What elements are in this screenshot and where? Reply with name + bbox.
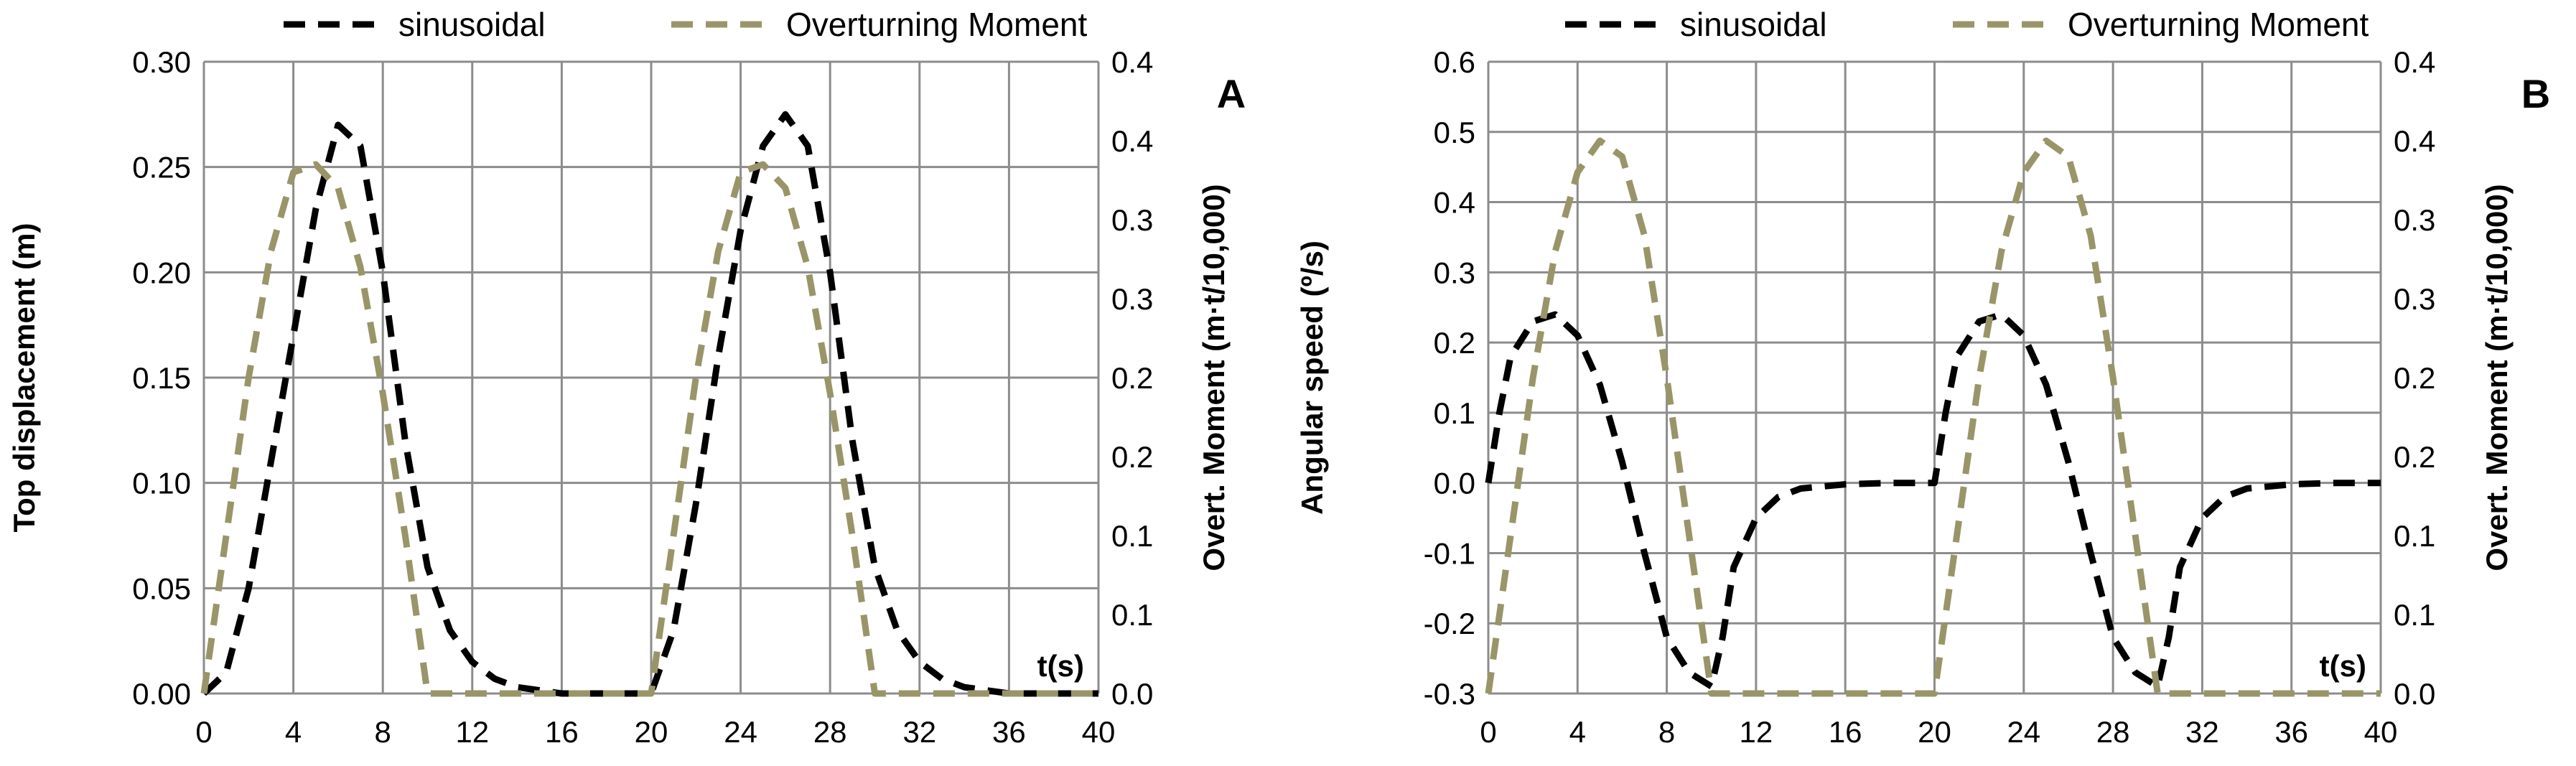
y-tick-label: 0.4	[1434, 186, 1475, 220]
y2-axis-label: Overt. Moment (m·t/10,000)	[2480, 184, 2514, 571]
y2-tick-label: 0.0	[1111, 677, 1153, 711]
y-tick-label: 0.1	[1434, 396, 1475, 430]
x-axis-label: t(s)	[2320, 649, 2366, 683]
x-tick-label: 20	[1918, 715, 1951, 749]
y2-tick-label: 0.1	[2394, 519, 2435, 553]
legend-label-sinusoidal: sinusoidal	[1680, 6, 1827, 43]
chart-panel-a: 0 4 8 12 16 20 24 28 32 36 40 0.00 0.05 0.10 0.15 0.20 0…	[7, 6, 1246, 749]
y2-tick-label: 0.4	[2394, 124, 2435, 158]
y2-tick-label: 0.1	[1111, 519, 1153, 553]
y-axis-label: Angular speed (º/s)	[1295, 240, 1329, 515]
x-tick-label: 12	[1740, 715, 1773, 749]
x-tick-label: 16	[545, 715, 579, 749]
series-line-sinusoidal	[1485, 311, 2381, 690]
y-tick-label: 0.30	[132, 45, 191, 79]
x-tick-label: 4	[285, 715, 302, 749]
y-tick-label: 0.00	[132, 677, 191, 711]
y-tick-label: 0.3	[1434, 256, 1475, 289]
x-tick-label: 36	[992, 715, 1026, 749]
chart-panel-b: 0 4 8 12 16 20 24 28 32 36 40 -0.3 -0.2 -0.1 0.0 0.1 0.2…	[1295, 6, 2550, 749]
x-tick-label: 0	[195, 715, 212, 749]
y-tick-label: 0.6	[1434, 45, 1475, 79]
series-line-overturning-moment	[200, 161, 1098, 697]
y2-tick-label: 0.2	[2394, 440, 2435, 474]
x-tick-label: 20	[635, 715, 668, 749]
y2-tick-label: 0.2	[2394, 361, 2435, 395]
x-tick-label: 0	[1480, 715, 1496, 749]
x-tick-label: 12	[455, 715, 489, 749]
y-tick-label: 0.5	[1434, 116, 1475, 149]
x-tick-label: 4	[1569, 715, 1586, 749]
x-tick-label: 16	[1829, 715, 1862, 749]
x-tick-label: 24	[724, 715, 757, 749]
x-tick-label: 8	[375, 715, 391, 749]
x-tick-label: 28	[2096, 715, 2130, 749]
series-line-sinusoidal	[201, 111, 1098, 697]
x-tick-label: 36	[2274, 715, 2308, 749]
y-tick-label: 0.10	[132, 467, 191, 500]
y2-tick-label: 0.4	[1111, 45, 1153, 79]
y-tick-label: 0.25	[132, 151, 191, 185]
y2-axis-label: Overt. Moment (m·t/10,000)	[1197, 184, 1231, 571]
series-line-overturning-moment	[1485, 137, 2381, 697]
legend-label-overturning-moment: Overturning Moment	[2068, 6, 2369, 43]
x-tick-label: 40	[2364, 715, 2398, 749]
x-tick-label: 32	[902, 715, 936, 749]
y-tick-label: 0.0	[1434, 467, 1475, 500]
x-tick-label: 32	[2185, 715, 2219, 749]
panel-label: A	[1217, 71, 1246, 116]
legend-label-overturning-moment: Overturning Moment	[786, 6, 1087, 43]
y-tick-label: -0.2	[1424, 607, 1475, 640]
x-tick-label: 28	[813, 715, 847, 749]
y2-tick-label: 0.2	[1111, 440, 1153, 474]
x-tick-label: 24	[2007, 715, 2040, 749]
y-tick-label: 0.15	[132, 361, 191, 395]
y2-tick-label: 0.3	[2394, 203, 2435, 237]
x-tick-label: 8	[1658, 715, 1675, 749]
y-tick-label: -0.1	[1424, 536, 1475, 570]
y2-tick-label: 0.0	[2394, 677, 2435, 711]
y-axis-label: Top displacement (m)	[7, 223, 41, 533]
y-tick-label: 0.2	[1434, 326, 1475, 360]
y2-tick-label: 0.4	[2394, 45, 2435, 79]
x-tick-label: 40	[1082, 715, 1116, 749]
y2-tick-label: 0.3	[1111, 203, 1153, 237]
y2-tick-label: 0.3	[2394, 282, 2435, 316]
y2-tick-label: 0.3	[1111, 282, 1153, 316]
y2-tick-label: 0.1	[2394, 598, 2435, 632]
y2-tick-label: 0.1	[1111, 598, 1153, 632]
y2-tick-label: 0.2	[1111, 361, 1153, 395]
panel-label: B	[2521, 71, 2550, 116]
x-axis-label: t(s)	[1037, 649, 1084, 683]
y-tick-label: -0.3	[1424, 677, 1475, 711]
y-tick-label: 0.05	[132, 571, 191, 605]
y2-tick-label: 0.4	[1111, 124, 1153, 158]
legend-label-sinusoidal: sinusoidal	[398, 6, 546, 43]
y-tick-label: 0.20	[132, 256, 191, 289]
